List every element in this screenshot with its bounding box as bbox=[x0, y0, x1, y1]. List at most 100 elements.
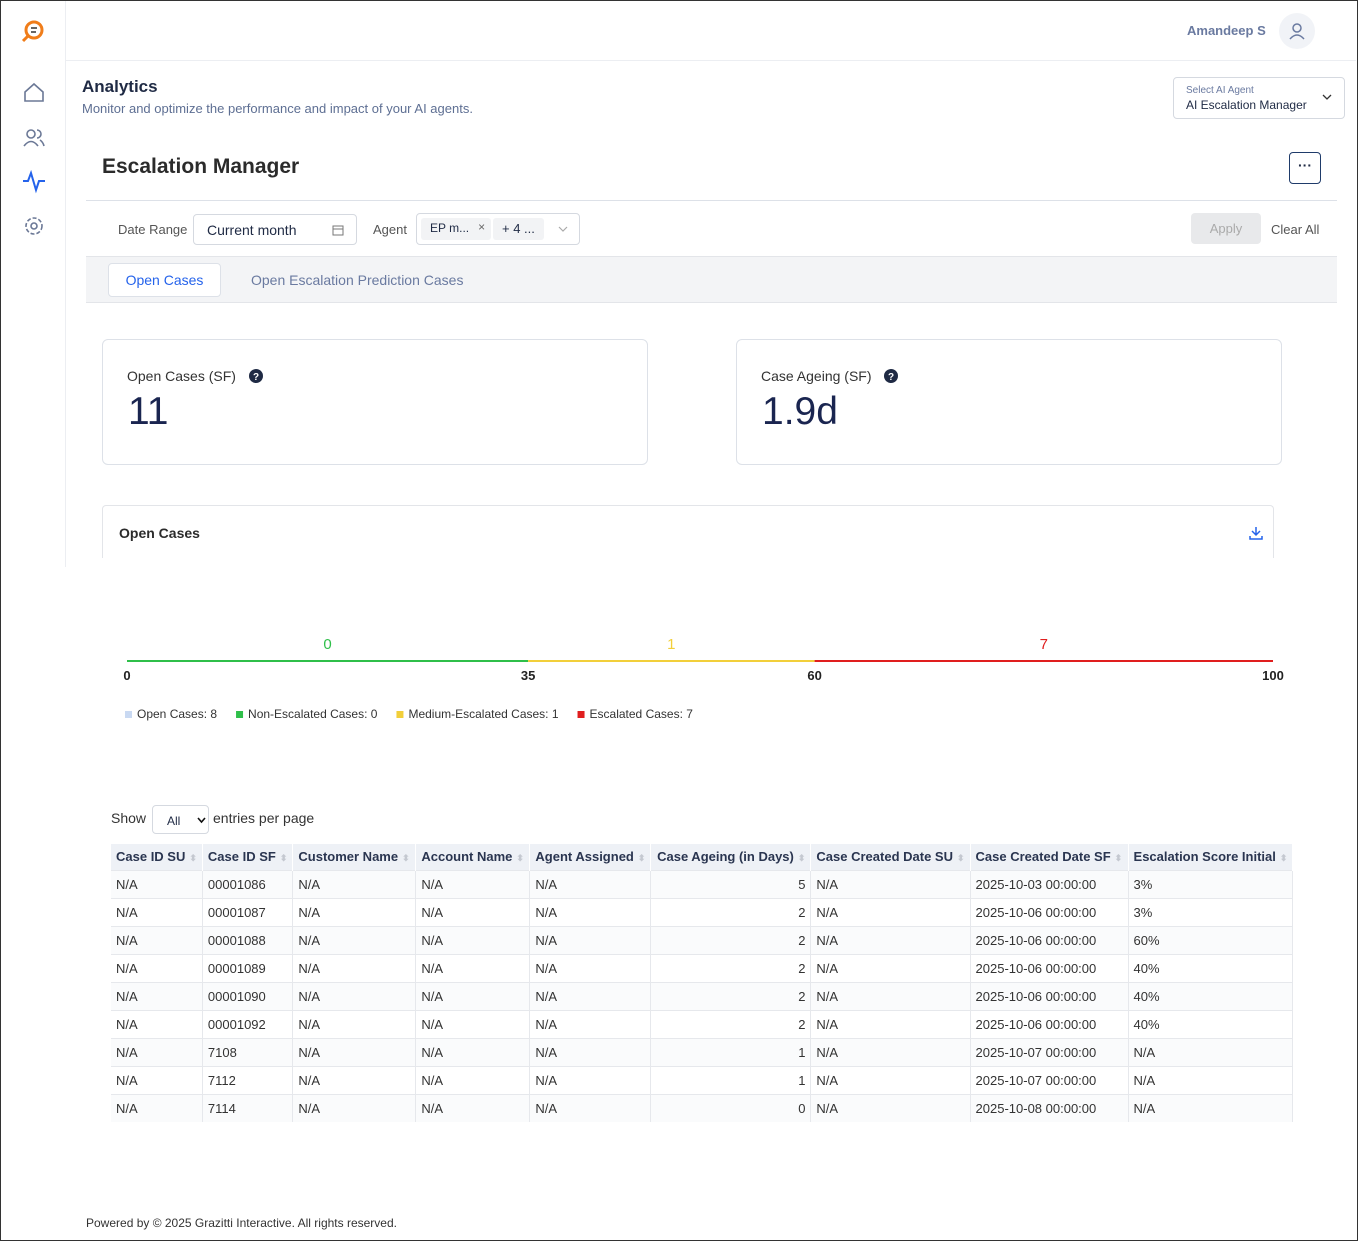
table-cell: N/A bbox=[529, 953, 652, 982]
table-cell: N/A bbox=[529, 925, 652, 954]
header-row: Case ID SU ⬍ Case ID SF ⬍ Customer Name ⬍ Acco… bbox=[111, 844, 1294, 870]
table-cell: N/A bbox=[292, 1093, 417, 1122]
table-cell: 2025-10-06 00:00:00 bbox=[970, 1009, 1129, 1038]
sort-icon: ⬍ bbox=[516, 853, 524, 864]
apply-button[interactable]: Apply bbox=[1191, 213, 1261, 244]
svg-text:?: ? bbox=[253, 372, 259, 383]
table-cell: N/A bbox=[810, 981, 971, 1010]
dashboard-title: Escalation Manager bbox=[102, 155, 300, 178]
table-cell: N/A bbox=[415, 1009, 531, 1038]
table-cell: 2025-10-07 00:00:00 bbox=[970, 1065, 1129, 1094]
table-cell: 00001087 bbox=[202, 897, 294, 926]
table-cell: 3% bbox=[1128, 869, 1294, 898]
divider bbox=[86, 200, 1337, 201]
legend-label: Medium-Escalated Cases: 1 bbox=[408, 707, 558, 721]
logo bbox=[21, 20, 44, 43]
table-cell: N/A bbox=[1128, 1037, 1294, 1066]
legend-label: Escalated Cases: 7 bbox=[590, 707, 694, 721]
table-cell: N/A bbox=[111, 925, 203, 954]
table-cell: 2025-10-06 00:00:00 bbox=[970, 897, 1129, 926]
help-icon[interactable]: ? bbox=[884, 369, 898, 383]
column-header: Case Ageing (in Days) ⬍ bbox=[650, 844, 812, 870]
table-cell: 3% bbox=[1128, 897, 1294, 926]
table-cell: N/A bbox=[529, 981, 652, 1010]
avatar[interactable] bbox=[1279, 13, 1315, 49]
table-cell: 2 bbox=[650, 981, 812, 1010]
table-cell: 00001086 bbox=[202, 869, 294, 898]
table-cell: N/A bbox=[292, 869, 417, 898]
table-row: N/A 00001086 N/A N/A N/A 5 N/A 2025-10-03 00:00… bbox=[111, 869, 1294, 898]
table-cell: N/A bbox=[111, 1093, 203, 1122]
table-cell: N/A bbox=[529, 869, 652, 898]
column-header: Escalation Score Initial ⬍ bbox=[1128, 844, 1294, 870]
table-cell: N/A bbox=[810, 1065, 971, 1094]
table-cell: N/A bbox=[292, 925, 417, 954]
help-icon[interactable]: ? bbox=[249, 369, 263, 383]
users-icon[interactable] bbox=[23, 129, 45, 147]
table-cell: 00001092 bbox=[202, 1009, 294, 1038]
column-header-text: Customer Name bbox=[298, 849, 399, 865]
table-cell: N/A bbox=[415, 1093, 531, 1122]
legend-swatch bbox=[577, 711, 585, 718]
table-cell: N/A bbox=[111, 1065, 203, 1094]
agent-label: Agent bbox=[373, 222, 407, 237]
scale-tick-label: 0 bbox=[123, 668, 130, 683]
download-icon[interactable] bbox=[1249, 526, 1263, 540]
agent-select[interactable]: Select AI Agent AI Escalation Manager bbox=[1173, 77, 1345, 119]
chevron bbox=[1322, 94, 1332, 100]
table-cell: 7112 bbox=[202, 1065, 294, 1094]
table-cell: 00001089 bbox=[202, 953, 294, 982]
table-cell: N/A bbox=[810, 869, 971, 898]
table-cell: 40% bbox=[1128, 981, 1294, 1010]
table-cell: 1 bbox=[650, 1037, 812, 1066]
column-header-text: Case Created Date SF bbox=[975, 849, 1111, 865]
agent-multiselect[interactable]: EP m... × + 4 ... bbox=[416, 213, 580, 245]
column-header: Agent Assigned ⬍ bbox=[529, 844, 652, 870]
user-name[interactable]: Amandeep S bbox=[1187, 23, 1266, 38]
page-title: Analytics bbox=[82, 77, 158, 96]
more-button[interactable]: ··· bbox=[1289, 152, 1321, 184]
agent-chip[interactable]: EP m... × bbox=[421, 218, 492, 240]
tab[interactable]: Open Escalation Prediction Cases bbox=[251, 272, 464, 288]
date-range-value: Current month bbox=[207, 222, 297, 238]
home-icon[interactable] bbox=[24, 82, 44, 102]
agent-select-label: Select AI Agent bbox=[1186, 85, 1254, 96]
table-row: N/A 00001090 N/A N/A N/A 2 N/A 2025-10-06 00:00… bbox=[111, 981, 1294, 1010]
page-size-select[interactable]: All bbox=[152, 805, 209, 834]
agent-chip-text: EP m... bbox=[430, 221, 470, 235]
table-cell: N/A bbox=[111, 1009, 203, 1038]
table-cell: 40% bbox=[1128, 1009, 1294, 1038]
column-header: Case Created Date SU ⬍ bbox=[810, 844, 971, 870]
table-cell: N/A bbox=[529, 1009, 652, 1038]
tab-active[interactable]: Open Cases bbox=[108, 263, 221, 297]
date-range-input[interactable]: Current month bbox=[193, 214, 357, 245]
table-cell: N/A bbox=[415, 1037, 531, 1066]
table-row: N/A 00001092 N/A N/A N/A 2 N/A 2025-10-06 00:00… bbox=[111, 1009, 1294, 1038]
calendar-icon bbox=[332, 225, 344, 236]
table-cell: N/A bbox=[111, 1037, 203, 1066]
table-cell: N/A bbox=[111, 869, 203, 898]
legend-swatch bbox=[396, 711, 404, 718]
table-cell: N/A bbox=[810, 897, 971, 926]
sidebar-icons bbox=[21, 20, 45, 235]
svg-text:?: ? bbox=[888, 372, 894, 383]
gauge-chart: 0 1 7 0 35 60 100 Open Cases: 8 Non-Escalated Ca… bbox=[123, 636, 1283, 721]
analytics-icon[interactable] bbox=[23, 169, 45, 194]
table-cell: N/A bbox=[810, 1037, 971, 1066]
table-cell: N/A bbox=[292, 1037, 417, 1066]
table-cell: N/A bbox=[292, 981, 417, 1010]
clear-all-button[interactable]: Clear All bbox=[1271, 222, 1320, 237]
column-header-text: Account Name bbox=[421, 849, 513, 865]
table-cell: 2025-10-06 00:00:00 bbox=[970, 981, 1129, 1010]
table-cell: N/A bbox=[415, 869, 531, 898]
table-cell: 0 bbox=[650, 1093, 812, 1122]
cases-table: Case ID SU ⬍ Case ID SF ⬍ Customer Name ⬍ Acco… bbox=[111, 844, 1294, 1122]
table-cell: N/A bbox=[292, 1065, 417, 1094]
table-cell: N/A bbox=[415, 953, 531, 982]
table-cell: 2 bbox=[650, 953, 812, 982]
settings-icon[interactable] bbox=[25, 217, 43, 235]
sort-icon: ⬍ bbox=[189, 853, 197, 864]
legend-label: Non-Escalated Cases: 0 bbox=[248, 707, 378, 721]
table-cell: 2025-10-03 00:00:00 bbox=[970, 869, 1129, 898]
table-cell: N/A bbox=[292, 953, 417, 982]
